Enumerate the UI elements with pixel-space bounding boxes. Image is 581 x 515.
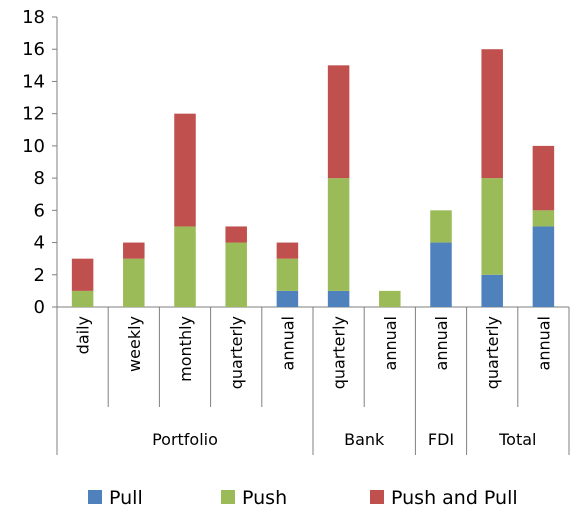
bar-segment-push-and-pull	[327, 65, 350, 179]
bar-segment-pull	[481, 274, 503, 307]
legend-swatch	[221, 490, 235, 504]
bar-segment-push	[174, 226, 196, 307]
bar-segment-push	[379, 290, 401, 307]
y-tick-label: 16	[22, 39, 45, 60]
y-axis-ticks: 0 2 4 6 8 10 12 14 16 18	[22, 7, 57, 318]
bar-segment-push-and-pull	[276, 242, 299, 259]
y-tick-label: 18	[22, 7, 45, 28]
group-label: FDI	[428, 430, 454, 449]
group-labels: Portfolio Bank FDI Total	[152, 430, 536, 449]
bar-segment-push	[225, 242, 247, 307]
bar-segment-push	[276, 258, 299, 291]
bar-segment-push-and-pull	[174, 113, 196, 227]
bar-segment-push	[71, 290, 94, 307]
bar-segment-push	[532, 210, 555, 227]
y-tick-label: 14	[22, 71, 45, 92]
bar-segment-push-and-pull	[123, 242, 145, 259]
category-label: quarterly	[227, 316, 246, 389]
legend-swatch	[88, 490, 102, 504]
group-label: Portfolio	[152, 430, 218, 449]
bar-segment-push	[123, 258, 145, 307]
category-label: quarterly	[330, 316, 349, 389]
bar-segment-push	[430, 210, 452, 243]
y-tick-label: 10	[22, 136, 45, 157]
category-label: annual	[432, 316, 451, 370]
bar-segment-pull	[430, 242, 452, 307]
y-tick-label: 4	[34, 233, 45, 254]
category-label: annual	[278, 316, 297, 370]
bar-segment-push-and-pull	[225, 226, 247, 243]
category-label: quarterly	[483, 316, 502, 389]
group-label: Bank	[344, 430, 385, 449]
bar-segment-push	[481, 178, 503, 275]
legend-swatch	[370, 490, 384, 504]
category-labels: daily weekly monthly quarterly annual quarter…	[74, 316, 554, 389]
bar-segment-pull	[276, 290, 299, 307]
y-tick-label: 0	[34, 297, 45, 318]
legend-label: Push and Pull	[391, 487, 518, 509]
bar-segment-pull	[532, 226, 555, 307]
bar-segment-push-and-pull	[481, 49, 503, 179]
bar-segment-push	[327, 178, 350, 291]
bar-segment-pull	[327, 290, 350, 307]
y-tick-label: 12	[22, 104, 45, 125]
legend: Pull Push Push and Pull	[88, 487, 518, 509]
group-label: Total	[498, 430, 536, 449]
category-label: monthly	[176, 316, 195, 382]
legend-label: Pull	[109, 487, 143, 509]
category-label: annual	[381, 316, 400, 370]
y-tick-label: 2	[34, 265, 45, 286]
y-tick-label: 8	[34, 168, 45, 189]
category-label: weekly	[125, 316, 144, 372]
y-tick-label: 6	[34, 200, 45, 221]
bars	[71, 49, 555, 307]
bar-segment-push-and-pull	[532, 145, 555, 211]
category-label: annual	[534, 316, 553, 370]
legend-label: Push	[242, 487, 287, 509]
bar-segment-push-and-pull	[71, 258, 94, 291]
category-label: daily	[74, 316, 93, 354]
